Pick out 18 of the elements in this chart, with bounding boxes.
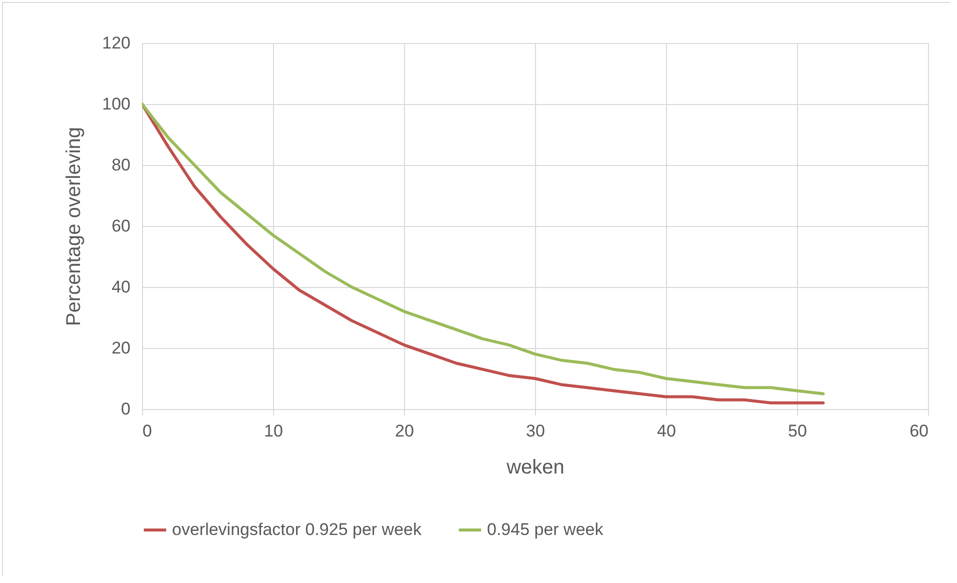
y-tick-label: 100 <box>102 94 130 114</box>
y-axis-title: Percentage overleving <box>63 126 86 326</box>
x-tick-label: 60 <box>910 422 928 440</box>
x-tick-label: 10 <box>264 422 283 440</box>
y-tick-label: 80 <box>112 156 130 174</box>
legend-label: 0.945 per week <box>487 520 604 539</box>
x-tick-label: 50 <box>788 422 807 440</box>
x-tick-label: 30 <box>526 422 545 440</box>
x-tick-label: 0 <box>142 422 152 440</box>
y-tick-label: 120 <box>102 34 130 52</box>
y-tick-label: 20 <box>112 338 130 358</box>
x-tick-label: 40 <box>657 422 676 440</box>
y-tick-label: 40 <box>112 278 130 296</box>
x-tick-label: 20 <box>395 422 414 440</box>
y-tick-label: 0 <box>121 400 130 418</box>
x-axis-title: weken <box>506 456 564 478</box>
y-tick-label: 60 <box>112 216 130 236</box>
legend-label: overlevingsfactor 0.925 per week <box>172 520 422 539</box>
